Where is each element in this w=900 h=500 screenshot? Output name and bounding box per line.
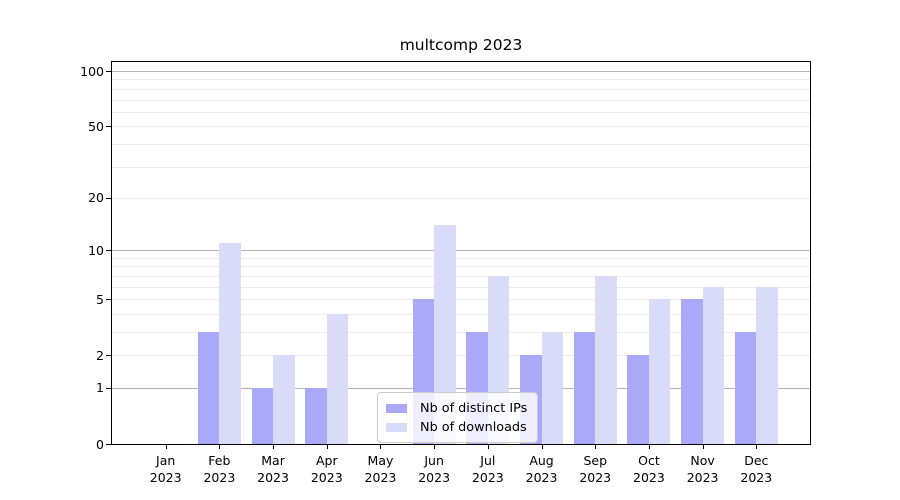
- minor-gridline: [112, 79, 810, 81]
- x-tick-mark: [326, 445, 328, 449]
- x-tick-label: Aug 2023: [525, 453, 558, 485]
- y-tick-label: 5: [96, 291, 104, 307]
- legend: Nb of distinct IPs Nb of downloads: [377, 392, 539, 443]
- minor-gridline: [112, 313, 810, 315]
- minor-gridline: [112, 88, 810, 90]
- x-tick-mark: [434, 445, 436, 449]
- bar-downloads: [756, 286, 778, 444]
- minor-gridline: [112, 286, 810, 288]
- bar-downloads: [648, 299, 671, 444]
- legend-label-distinct-ips: Nb of distinct IPs: [420, 400, 528, 416]
- bar-downloads: [595, 275, 617, 444]
- minor-gridline: [112, 257, 810, 259]
- y-tick-mark: [106, 126, 111, 128]
- bar-distinct-ips: [573, 331, 596, 444]
- y-tick-mark: [106, 299, 111, 301]
- x-tick-label: Nov 2023: [686, 453, 719, 485]
- minor-gridline: [112, 299, 810, 301]
- major-gridline: [112, 387, 810, 389]
- minor-gridline: [112, 143, 810, 145]
- x-tick-label: May 2023: [364, 453, 397, 485]
- x-tick-label: Jul 2023: [471, 453, 504, 485]
- minor-gridline: [112, 99, 810, 101]
- x-tick-mark: [487, 445, 489, 449]
- y-tick-mark: [106, 387, 111, 389]
- x-tick-label: Feb 2023: [203, 453, 236, 485]
- y-tick-mark: [106, 197, 111, 199]
- minor-gridline: [112, 266, 810, 268]
- x-tick-mark: [541, 445, 543, 449]
- x-tick-mark: [273, 445, 275, 449]
- y-tick-label: 10: [88, 242, 104, 258]
- x-tick-mark: [219, 445, 221, 449]
- major-gridline: [112, 71, 810, 73]
- minor-gridline: [112, 197, 810, 199]
- x-tick-label: Oct 2023: [633, 453, 665, 485]
- x-tick-mark: [165, 445, 167, 449]
- y-tick-mark: [106, 444, 111, 445]
- legend-swatch-downloads: [386, 422, 407, 432]
- y-tick-mark: [106, 250, 111, 252]
- x-tick-label: Apr 2023: [310, 453, 343, 485]
- bar-distinct-ips: [251, 388, 274, 444]
- legend-label-downloads: Nb of downloads: [420, 419, 527, 435]
- x-tick-mark: [756, 445, 758, 449]
- y-tick-mark: [106, 71, 111, 73]
- minor-gridline: [112, 166, 810, 168]
- minor-gridline: [112, 275, 810, 277]
- y-tick-label: 50: [88, 118, 104, 134]
- bar-downloads: [702, 286, 725, 444]
- x-tick-mark: [595, 445, 597, 449]
- y-tick-label: 2: [96, 347, 104, 363]
- minor-gridline: [112, 355, 810, 357]
- bar-distinct-ips: [197, 331, 220, 444]
- y-tick-label: 1: [96, 380, 104, 396]
- x-tick-label: Sep 2023: [579, 453, 612, 485]
- bar-distinct-ips: [734, 331, 757, 444]
- x-tick-mark: [702, 445, 704, 449]
- bar-distinct-ips: [305, 388, 327, 444]
- y-tick-label: 20: [88, 190, 104, 206]
- bar-downloads: [434, 225, 456, 444]
- x-tick-label: Mar 2023: [257, 453, 289, 485]
- bar-downloads: [326, 313, 349, 444]
- bar-downloads: [273, 355, 295, 444]
- chart-title: multcomp 2023: [399, 36, 523, 54]
- minor-gridline: [112, 126, 810, 128]
- x-tick-label: Dec 2023: [740, 453, 773, 485]
- x-tick-label: Jun 2023: [418, 453, 451, 485]
- minor-gridline: [112, 331, 810, 333]
- plot-area: Nb of distinct IPs Nb of downloads: [111, 61, 811, 445]
- x-tick-mark: [648, 445, 650, 449]
- y-tick-label: 100: [80, 63, 104, 79]
- legend-item-distinct-ips: Nb of distinct IPs: [386, 399, 527, 417]
- x-tick-label: Jan 2023: [149, 453, 182, 485]
- major-gridline: [112, 250, 810, 252]
- bar-distinct-ips: [681, 299, 703, 444]
- y-tick-label: 0: [96, 436, 104, 452]
- y-tick-mark: [106, 355, 111, 357]
- bar-downloads: [219, 243, 241, 444]
- legend-swatch-distinct-ips: [386, 403, 407, 413]
- x-tick-mark: [380, 445, 382, 449]
- bar-downloads: [541, 331, 564, 444]
- bar-distinct-ips: [627, 355, 649, 444]
- legend-item-downloads: Nb of downloads: [386, 418, 527, 436]
- minor-gridline: [112, 111, 810, 113]
